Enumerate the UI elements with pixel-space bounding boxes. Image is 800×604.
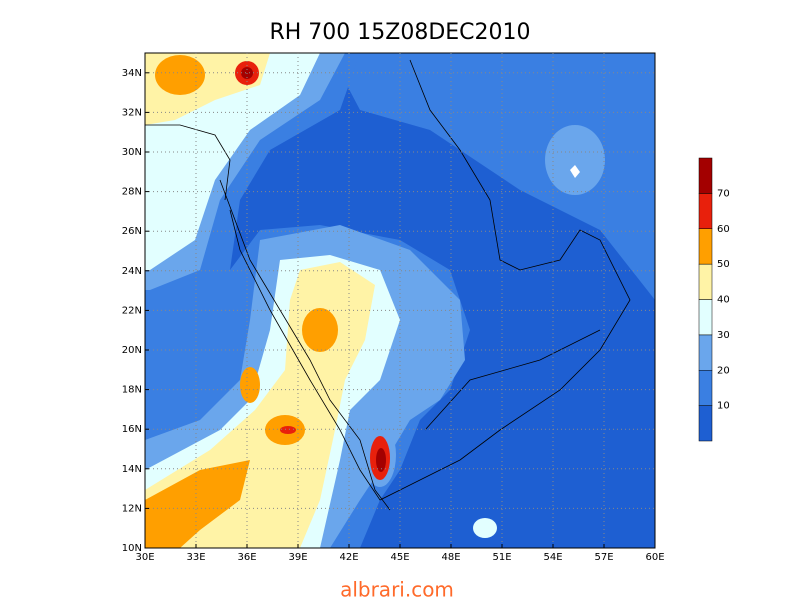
colorbar-segment [698, 405, 713, 442]
lon-label: 42E [339, 552, 358, 563]
colorbar-label: 40 [717, 295, 730, 306]
colorbar-segment [698, 370, 713, 406]
lat-label: 30N [122, 147, 142, 158]
colorbar-label: 20 [717, 365, 730, 376]
lat-label: 24N [122, 266, 142, 277]
colorbar-segment [698, 228, 713, 265]
lat-label: 26N [122, 226, 142, 237]
lon-label: 57E [594, 552, 613, 563]
colorbar-segment [698, 334, 713, 371]
colorbar-label: 60 [717, 224, 730, 235]
lon-label: 51E [492, 552, 511, 563]
lat-label: 10N [122, 543, 142, 554]
title: RH 700 15Z08DEC2010 [269, 20, 530, 45]
lat-label: 14N [122, 464, 142, 475]
lat-label: 18N [122, 385, 142, 396]
colorbar-segment [698, 263, 713, 300]
lon-label: 33E [186, 552, 205, 563]
lat-label: 16N [122, 424, 142, 435]
colorbar-label: 70 [717, 188, 730, 199]
lon-label: 30E [135, 552, 154, 563]
coastlines [145, 59, 631, 511]
colorbar-label: 30 [717, 330, 730, 341]
lat-label: 28N [122, 187, 142, 198]
lat-label: 20N [122, 345, 142, 356]
colorbar-segment [698, 193, 713, 229]
lon-label: 54E [543, 552, 562, 563]
colorbar-label: 10 [717, 401, 730, 412]
lon-label: 39E [288, 552, 307, 563]
lat-label: 12N [122, 503, 142, 514]
rh-field [145, 53, 655, 548]
lat-label: 34N [122, 68, 142, 79]
lon-label: 45E [390, 552, 409, 563]
lat-label: 32N [122, 107, 142, 118]
lon-label: 60E [645, 552, 664, 563]
colorbar-label: 50 [717, 259, 730, 270]
lon-label: 48E [441, 552, 460, 563]
colorbar-segment [698, 157, 713, 194]
colorbar-segment [698, 299, 713, 336]
lon-label: 36E [237, 552, 256, 563]
lat-label: 22N [122, 305, 142, 316]
footer: albrari.com [340, 578, 454, 601]
